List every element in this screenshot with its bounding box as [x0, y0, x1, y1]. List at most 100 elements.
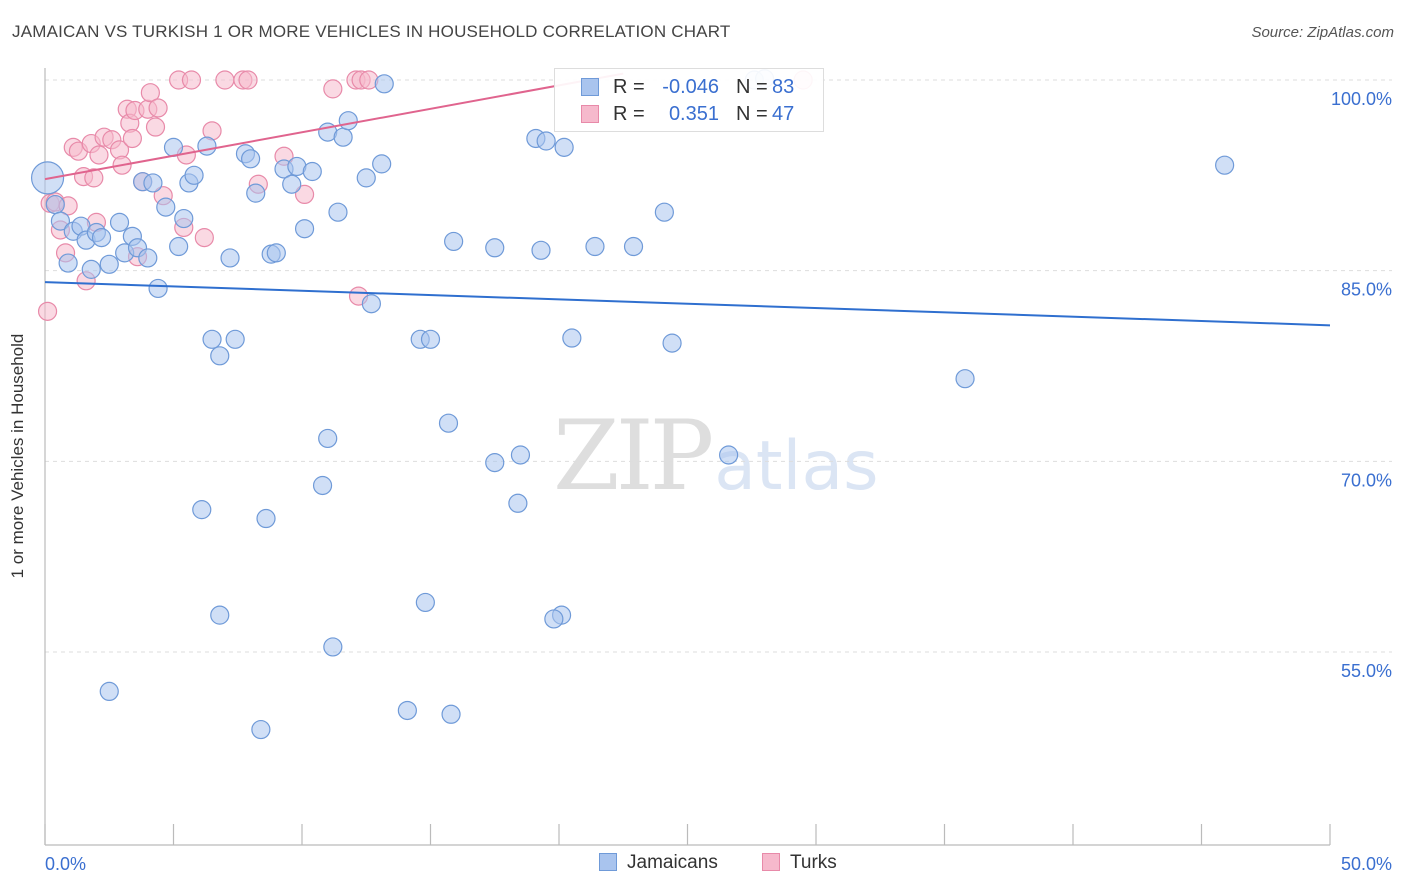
jamaican-point [328, 202, 348, 222]
jamaican-point [485, 453, 505, 473]
jamaican-point [241, 149, 261, 169]
jamaican-point [246, 183, 266, 203]
jamaican-point [184, 165, 204, 185]
jamaicans-legend-swatch [599, 853, 617, 871]
jamaican-point [397, 700, 417, 721]
jamaican-point [266, 243, 286, 263]
legend-n-value: 83 [772, 76, 795, 98]
jamaican-point [45, 194, 65, 215]
turks-point [140, 83, 160, 103]
jamaican-point [318, 428, 338, 449]
jamaican-point [99, 254, 119, 274]
turks-point [122, 128, 142, 149]
jamaican-point [294, 219, 315, 239]
jamaican-point [554, 137, 574, 157]
turks-point [37, 301, 58, 321]
x-tick-label: 0.0% [45, 854, 86, 874]
jamaican-point [338, 111, 358, 131]
jamaicans-swatch [581, 78, 599, 96]
jamaican-point [156, 197, 176, 217]
legend-r-label: R = [613, 76, 645, 98]
jamaican-point [544, 609, 564, 629]
jamaican-point [955, 369, 975, 389]
jamaican-point [282, 174, 302, 194]
jamaican-point [225, 329, 245, 349]
jamaican-point [169, 236, 189, 257]
legend-item-turks[interactable]: Turks [762, 852, 837, 876]
legend-n-label: N = [736, 76, 768, 98]
y-tick-label: 100.0% [1331, 89, 1392, 109]
y-tick-label: 70.0% [1341, 470, 1392, 490]
jamaican-point [536, 131, 556, 151]
jamaican-point [312, 475, 333, 496]
legend-item-jamaicans[interactable]: Jamaicans [599, 852, 718, 876]
correlation-legend: R = -0.046 N = 83 R = 0.351 N = 47 [554, 68, 824, 132]
turks-point [145, 117, 166, 137]
legend-n-label: N = [736, 103, 768, 125]
jamaican-point [562, 328, 582, 348]
turks-point [84, 168, 104, 188]
y-tick-label: 85.0% [1341, 280, 1392, 300]
jamaican-point [485, 238, 505, 258]
x-tick-label: 50.0% [1341, 854, 1392, 874]
jamaicans-legend-label: Jamaicans [627, 852, 718, 873]
jamaican-point [654, 202, 674, 222]
legend-r-value: -0.046 [662, 76, 719, 98]
jamaican-point [333, 127, 353, 147]
y-axis-label: 1 or more Vehicles in Household [8, 333, 27, 579]
jamaican-point [374, 74, 394, 94]
jamaican-point [256, 508, 276, 529]
jamaican-point [210, 605, 230, 625]
y-tick-label: 55.0% [1341, 661, 1392, 681]
jamaican-point [441, 704, 461, 724]
jamaican-point [143, 173, 163, 193]
jamaican-point [109, 212, 130, 232]
jamaican-point [508, 493, 528, 513]
jamaican-point [210, 346, 230, 366]
source-credit: Source: ZipAtlas.com [1251, 24, 1394, 41]
jamaican-point [623, 236, 644, 257]
jamaicans-points [30, 69, 1235, 740]
legend-r-label: R = [613, 103, 645, 125]
turks-point [238, 70, 258, 90]
turks-swatch [581, 105, 599, 123]
turks-point [89, 145, 109, 165]
jamaican-point [58, 253, 78, 273]
jamaican-point [323, 637, 343, 657]
jamaican-point [420, 329, 441, 349]
jamaican-point [197, 136, 217, 156]
jamaican-point [302, 161, 322, 182]
jamaican-point [148, 278, 168, 299]
jamaican-point [510, 445, 531, 465]
jamaican-point [585, 236, 605, 257]
jamaican-point [220, 248, 240, 268]
jamaican-point [438, 413, 459, 433]
jamaican-point [99, 681, 119, 702]
legend-r-value: 0.351 [668, 103, 719, 125]
turks-point [181, 70, 202, 90]
jamaican-point [1215, 155, 1235, 175]
turks-point [194, 228, 214, 248]
turks-point [215, 70, 235, 90]
jamaican-point [91, 228, 112, 248]
jamaican-point [192, 500, 212, 520]
tick-labels: 55.0% 70.0% 85.0% 100.0% 0.0% 50.0% [45, 89, 1392, 874]
turks-point [323, 79, 343, 99]
jamaican-point [415, 592, 435, 613]
jamaican-point [202, 329, 222, 349]
turks-point [148, 98, 168, 118]
turks-trend-line [44, 72, 624, 181]
jamaican-point [81, 259, 101, 279]
jamaican-point [356, 168, 376, 188]
jamaican-point [50, 211, 71, 231]
jamaican-point [372, 154, 392, 174]
jamaican-point [444, 231, 464, 252]
jamaican-point [662, 333, 682, 353]
chart-title: JAMAICAN VS TURKISH 1 OR MORE VEHICLES I… [12, 22, 731, 41]
turks-legend-label: Turks [790, 852, 837, 873]
jamaican-point [719, 445, 739, 465]
axes [44, 68, 1331, 846]
jamaican-point [361, 294, 381, 314]
turks-legend-swatch [762, 853, 780, 871]
